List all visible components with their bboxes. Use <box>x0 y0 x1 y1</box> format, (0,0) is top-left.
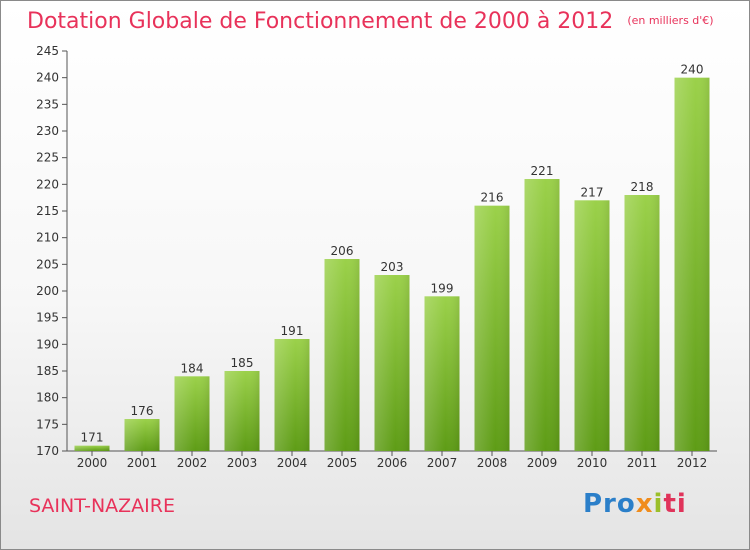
bar-shade <box>74 445 110 451</box>
bar-shade <box>224 371 260 451</box>
y-tick-label: 190 <box>36 337 59 351</box>
bar-shade <box>674 77 710 452</box>
y-tick-label: 235 <box>36 97 59 111</box>
bar-shade <box>424 296 460 451</box>
bar-shade <box>374 275 410 451</box>
bar-value-label: 206 <box>331 244 354 258</box>
bar-value-label: 221 <box>531 164 554 178</box>
x-tick-label: 2003 <box>227 456 258 470</box>
bar-shade <box>174 376 210 451</box>
x-tick-label: 2008 <box>477 456 508 470</box>
x-tick-label: 2002 <box>177 456 208 470</box>
bar-value-label: 217 <box>581 185 604 199</box>
chart-title: Dotation Globale de Fonctionnement de 20… <box>27 9 714 34</box>
x-tick-label: 2009 <box>527 456 558 470</box>
y-tick-label: 245 <box>36 44 59 58</box>
chart-unit: (en milliers d'€) <box>627 14 714 27</box>
x-tick-label: 2006 <box>377 456 408 470</box>
bar-value-label: 171 <box>81 431 104 445</box>
y-tick-label: 210 <box>36 231 59 245</box>
y-tick-label: 185 <box>36 364 59 378</box>
x-tick-label: 2007 <box>427 456 458 470</box>
x-axis: 2000 2001 2002 2003 2004 2005 2006 2007 2008 2009… <box>67 450 717 470</box>
x-tick-label: 2011 <box>627 456 658 470</box>
bar-value-label: 203 <box>381 260 404 274</box>
bars: 171 176 184 185 191 206 203 199 216 221 217 218 240 <box>74 63 710 452</box>
bar-shade <box>624 195 660 451</box>
y-tick-label: 180 <box>36 391 59 405</box>
x-tick-label: 2000 <box>77 456 108 470</box>
bar-shade <box>574 200 610 451</box>
x-tick-label: 2001 <box>127 456 158 470</box>
bar-value-label: 216 <box>481 191 504 205</box>
commune-name: SAINT-NAZAIRE <box>29 495 175 517</box>
bar-value-label: 199 <box>431 281 454 295</box>
x-tick-label: 2012 <box>677 456 708 470</box>
y-axis: 170 175 180 185 190 195 200 205 210 215 220 225 230 2… <box>36 44 68 458</box>
y-tick-label: 220 <box>36 177 59 191</box>
bar-value-label: 176 <box>131 404 154 418</box>
y-tick-label: 215 <box>36 204 59 218</box>
x-tick-label: 2010 <box>577 456 608 470</box>
bar-value-label: 185 <box>231 356 254 370</box>
y-tick-label: 195 <box>36 311 59 325</box>
bar-shade <box>524 179 560 451</box>
bar-value-label: 191 <box>281 324 304 338</box>
bar-shade <box>324 259 360 451</box>
y-tick-label: 170 <box>36 444 59 458</box>
y-tick-label: 240 <box>36 71 59 85</box>
x-tick-label: 2005 <box>327 456 358 470</box>
y-tick-label: 230 <box>36 124 59 138</box>
bar-shade <box>274 339 310 451</box>
y-tick-label: 200 <box>36 284 59 298</box>
bar-value-label: 240 <box>681 63 704 77</box>
y-tick-label: 175 <box>36 417 59 431</box>
y-tick-label: 225 <box>36 151 59 165</box>
x-tick-label: 2004 <box>277 456 308 470</box>
bar-value-label: 218 <box>631 180 654 194</box>
bar-shade <box>474 205 510 451</box>
bar-value-label: 184 <box>181 361 204 375</box>
y-tick-label: 205 <box>36 257 59 271</box>
proxiti-logo: Proxiti <box>583 489 687 519</box>
bar-shade <box>124 419 160 451</box>
